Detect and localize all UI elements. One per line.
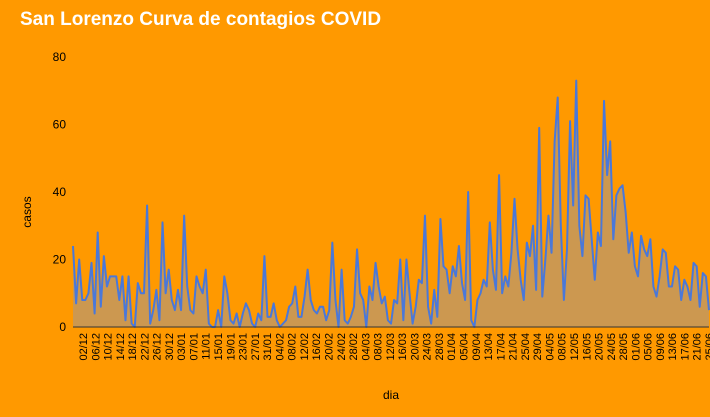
x-tick-label: 16/03 bbox=[397, 333, 409, 361]
x-tick-label: 28/03 bbox=[434, 333, 446, 361]
x-tick-label: 24/03 bbox=[422, 333, 434, 361]
y-tick-label: 0 bbox=[59, 320, 66, 334]
x-tick-label: 08/02 bbox=[287, 333, 299, 361]
x-tick-label: 09/06 bbox=[655, 333, 667, 361]
y-tick-label: 60 bbox=[53, 118, 67, 132]
x-tick-label: 12/05 bbox=[569, 333, 581, 361]
x-tick-label: 13/04 bbox=[483, 333, 495, 361]
y-tick-label: 20 bbox=[53, 253, 67, 267]
x-tick-label: 21/04 bbox=[508, 333, 520, 361]
y-axis-title: casos bbox=[20, 196, 34, 227]
x-tick-label: 25/06 bbox=[704, 333, 710, 361]
x-tick-label: 06/12 bbox=[90, 333, 102, 361]
x-tick-label: 11/01 bbox=[201, 333, 213, 360]
x-tick-label: 17/04 bbox=[495, 333, 507, 361]
x-tick-label: 27/01 bbox=[250, 333, 262, 361]
x-tick-label: 20/02 bbox=[323, 333, 335, 361]
x-tick-label: 21/06 bbox=[692, 333, 704, 361]
x-tick-label: 22/12 bbox=[139, 333, 151, 361]
x-tick-label: 04/03 bbox=[360, 333, 372, 361]
x-tick-label: 18/12 bbox=[127, 333, 139, 361]
x-tick-label: 09/04 bbox=[471, 333, 483, 361]
x-tick-label: 30/12 bbox=[164, 333, 176, 361]
x-axis-title: dia bbox=[383, 388, 399, 402]
x-tick-label: 08/03 bbox=[373, 333, 385, 361]
x-tick-label: 01/04 bbox=[446, 333, 458, 361]
y-tick-label: 40 bbox=[53, 185, 67, 199]
series-line bbox=[72, 79, 710, 328]
x-tick-label: 24/02 bbox=[336, 333, 348, 361]
x-tick-label: 05/06 bbox=[643, 333, 655, 361]
x-tick-label: 19/01 bbox=[225, 333, 237, 361]
x-tick-label: 12/03 bbox=[385, 333, 397, 361]
area-fill bbox=[73, 80, 709, 327]
chart-title: San Lorenzo Curva de contagios COVID bbox=[20, 9, 382, 30]
x-tick-label: 03/01 bbox=[176, 333, 188, 361]
x-tick-label: 14/12 bbox=[115, 333, 127, 361]
x-tick-label: 10/12 bbox=[103, 333, 115, 361]
x-tick-label: 16/05 bbox=[581, 333, 593, 361]
x-tick-label: 04/05 bbox=[544, 333, 556, 361]
y-tick-label: 80 bbox=[53, 50, 67, 64]
x-tick-label: 15/01 bbox=[213, 333, 225, 361]
x-tick-label: 24/05 bbox=[606, 333, 618, 361]
x-tick-label: 08/05 bbox=[557, 333, 569, 361]
x-tick-label: 01/06 bbox=[630, 333, 642, 361]
x-tick-label: 28/02 bbox=[348, 333, 360, 361]
x-tick-label: 05/04 bbox=[459, 333, 471, 361]
x-tick-label: 12/02 bbox=[299, 333, 311, 361]
x-tick-label: 26/12 bbox=[152, 333, 164, 361]
x-tick-label: 31/01 bbox=[262, 333, 274, 361]
x-tick-label: 16/02 bbox=[311, 333, 323, 361]
x-tick-label: 07/01 bbox=[188, 333, 200, 361]
x-tick-label: 04/02 bbox=[274, 333, 286, 361]
x-tick-label: 02/12 bbox=[78, 333, 90, 361]
x-tick-label: 23/01 bbox=[238, 333, 250, 361]
x-tick-label: 25/04 bbox=[520, 333, 532, 361]
x-tick-label: 20/05 bbox=[594, 333, 606, 361]
x-tick-label: 13/06 bbox=[667, 333, 679, 361]
x-tick-label: 29/04 bbox=[532, 333, 544, 361]
x-tick-label: 17/06 bbox=[679, 333, 691, 361]
x-tick-label: 20/03 bbox=[409, 333, 421, 361]
x-tick-label: 28/05 bbox=[618, 333, 630, 361]
